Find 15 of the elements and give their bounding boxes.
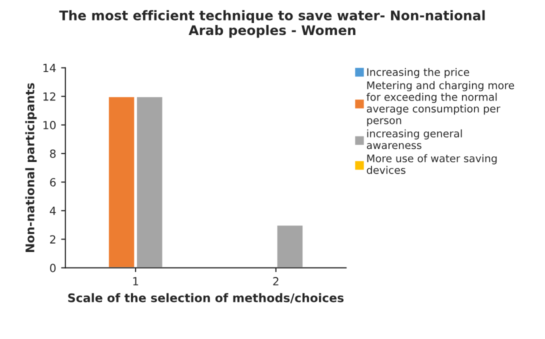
x-tick-label: 1 [133,277,138,286]
legend-label: More use of water saving devices [366,154,497,174]
y-tick-label: 12 [43,92,56,101]
chart-title: The most efficient technique to save water- Non-national Arab peoples - Women [59,10,485,38]
y-tick-label: 0 [50,264,56,272]
y-tick-label: 8 [50,149,56,158]
x-axis-title: Scale of the selection of methods/choices [68,293,344,304]
y-tick-label: 10 [43,120,56,130]
y-tick-label: 2 [50,235,56,244]
y-axis-title: Non-national participants [25,83,37,252]
y-tick-label: 14 [43,64,56,72]
legend-label: Increasing the price [367,68,470,78]
y-tick-label: 6 [50,178,56,186]
y-tick-label: 4 [50,206,56,215]
legend-label: increasing general awareness [366,129,462,150]
